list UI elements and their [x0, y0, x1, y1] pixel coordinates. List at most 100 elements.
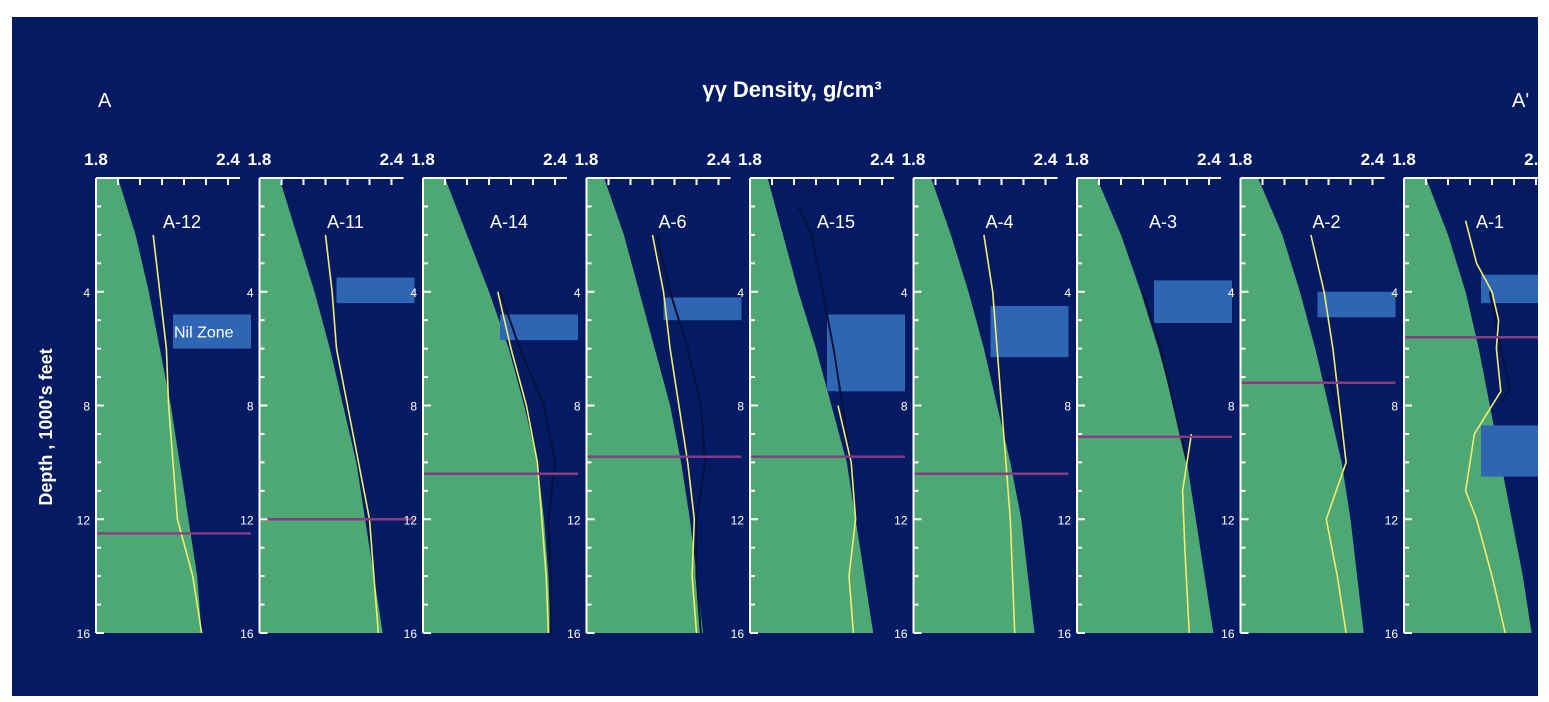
density-depth-chart: A A' γγ Density, g/cm³ Depth , 1000's fe… [36, 77, 1538, 641]
nil-zone-label: Nil Zone [174, 325, 234, 342]
x-tick-label-min: 1.8 [902, 150, 926, 169]
y-tick-label: 16 [567, 627, 581, 641]
density-fill [259, 178, 383, 633]
density-fill [423, 178, 551, 633]
y-tick-label: 16 [1058, 627, 1072, 641]
nil-zone-band [1481, 425, 1538, 477]
black-log-line [797, 206, 853, 463]
x-tick-label-min: 1.8 [1065, 150, 1089, 169]
y-tick-label: 12 [894, 513, 908, 527]
x-tick-label-max: 2.4 [1524, 150, 1538, 169]
x-tick-label-min: 1.8 [738, 150, 762, 169]
y-tick-label: 4 [83, 286, 90, 300]
well-panel-a-11: 1.8 2.4 4 8 12 16 A-11 [240, 150, 415, 641]
black-log-line [1142, 291, 1188, 463]
y-tick-label: 8 [410, 400, 417, 414]
nil-zone-band [173, 314, 251, 349]
density-fill [96, 178, 202, 633]
chart-title: γγ Density, g/cm³ [702, 77, 881, 102]
yellow-log-line [1181, 433, 1193, 634]
y-tick-label: 4 [901, 286, 908, 300]
well-name: A-12 [163, 212, 201, 232]
x-tick-label-min: 1.8 [575, 150, 599, 169]
yellow-log-line [651, 234, 698, 634]
nil-zone-band [827, 314, 905, 392]
x-tick-label-min: 1.8 [1229, 150, 1253, 169]
black-log-line [499, 291, 557, 633]
x-tick-label-max: 2.4 [707, 150, 731, 169]
y-tick-label: 8 [1228, 400, 1235, 414]
yellow-log-line [983, 234, 1016, 634]
black-log-line [655, 234, 707, 634]
y-tick-label: 4 [1064, 286, 1071, 300]
well-panel-a-3: 1.8 2.4 4 8 12 16 A-3 [1058, 150, 1232, 641]
well-name: A-2 [1312, 212, 1340, 232]
x-tick-label-min: 1.8 [248, 150, 272, 169]
yellow-log-line [324, 234, 380, 634]
x-tick-label-max: 2.4 [380, 150, 404, 169]
x-tick-label-max: 2.4 [543, 150, 567, 169]
x-tick-label-min: 1.8 [411, 150, 435, 169]
chart-frame: A A' γγ Density, g/cm³ Depth , 1000's fe… [12, 17, 1538, 696]
y-tick-label: 8 [1064, 400, 1071, 414]
y-tick-label: 4 [247, 286, 254, 300]
x-tick-label-max: 2.4 [1361, 150, 1385, 169]
x-tick-label-min: 1.8 [84, 150, 108, 169]
y-tick-label: 16 [404, 627, 418, 641]
yellow-log-line [1464, 220, 1506, 634]
y-tick-label: 8 [737, 400, 744, 414]
y-tick-label: 12 [77, 513, 91, 527]
nil-zone-band [663, 297, 742, 321]
x-tick-label-min: 1.8 [1392, 150, 1416, 169]
y-tick-label: 16 [731, 627, 745, 641]
well-panel-a-14: 1.8 2.4 4 8 12 16 A-14 [404, 150, 578, 641]
y-tick-label: 16 [1385, 627, 1399, 641]
well-panel-a-12: 1.8 2.4 4 8 12 16 A-12 [77, 150, 251, 641]
density-fill [1077, 178, 1214, 633]
y-tick-label: 8 [83, 400, 90, 414]
y-tick-label: 16 [894, 627, 908, 641]
nil-zone-band [1481, 274, 1538, 304]
black-log-line [1488, 291, 1511, 404]
y-tick-label: 12 [404, 513, 418, 527]
density-fill [1404, 178, 1532, 633]
density-fill [913, 178, 1035, 633]
well-panel-a-1: 1.8 2.4 4 8 12 16 A-1 [1385, 150, 1538, 641]
density-fill [586, 178, 704, 633]
section-label-left: A [98, 90, 112, 112]
y-axis-label: Depth , 1000's feet [36, 348, 56, 505]
x-tick-label-max: 2.4 [1197, 150, 1221, 169]
nil-zone-band [990, 305, 1069, 358]
y-tick-label: 12 [731, 513, 745, 527]
yellow-log-line [837, 405, 857, 634]
y-tick-label: 4 [410, 286, 417, 300]
y-tick-label: 4 [1391, 286, 1398, 300]
well-name: A-11 [327, 212, 364, 232]
x-tick-label-max: 2.4 [216, 150, 240, 169]
well-name: A-6 [658, 212, 686, 232]
y-tick-label: 12 [1221, 513, 1235, 527]
y-tick-label: 4 [737, 286, 744, 300]
y-tick-label: 8 [247, 400, 254, 414]
y-tick-label: 16 [77, 627, 91, 641]
well-panel-a-2: 1.8 2.4 4 8 12 16 A-2 [1221, 150, 1396, 641]
y-tick-label: 12 [1385, 513, 1399, 527]
well-name: A-3 [1149, 212, 1177, 232]
well-name: A-4 [985, 212, 1013, 232]
well-name: A-15 [817, 212, 855, 232]
y-tick-label: 4 [1228, 286, 1235, 300]
density-fill [1240, 178, 1364, 633]
well-panel-a-15: 1.8 2.4 4 8 12 16 A-15 [731, 150, 905, 641]
well-panels: 1.8 2.4 4 8 12 16 A-12 1.8 2.4 4 8 12 16 A-11 1.8 2.4 4 8… [77, 150, 1538, 641]
y-tick-label: 12 [1058, 513, 1072, 527]
yellow-log-line [152, 234, 203, 634]
nil-zone-band [336, 277, 415, 304]
y-tick-label: 4 [574, 286, 581, 300]
nil-zone-band [1154, 280, 1232, 324]
well-panel-a-6: 1.8 2.4 4 8 12 16 A-6 [567, 150, 742, 641]
yellow-log-line [1310, 234, 1347, 634]
y-tick-label: 16 [240, 627, 254, 641]
x-tick-label-max: 2.4 [870, 150, 894, 169]
section-label-right: A' [1512, 90, 1529, 112]
x-tick-label-max: 2.4 [1034, 150, 1058, 169]
